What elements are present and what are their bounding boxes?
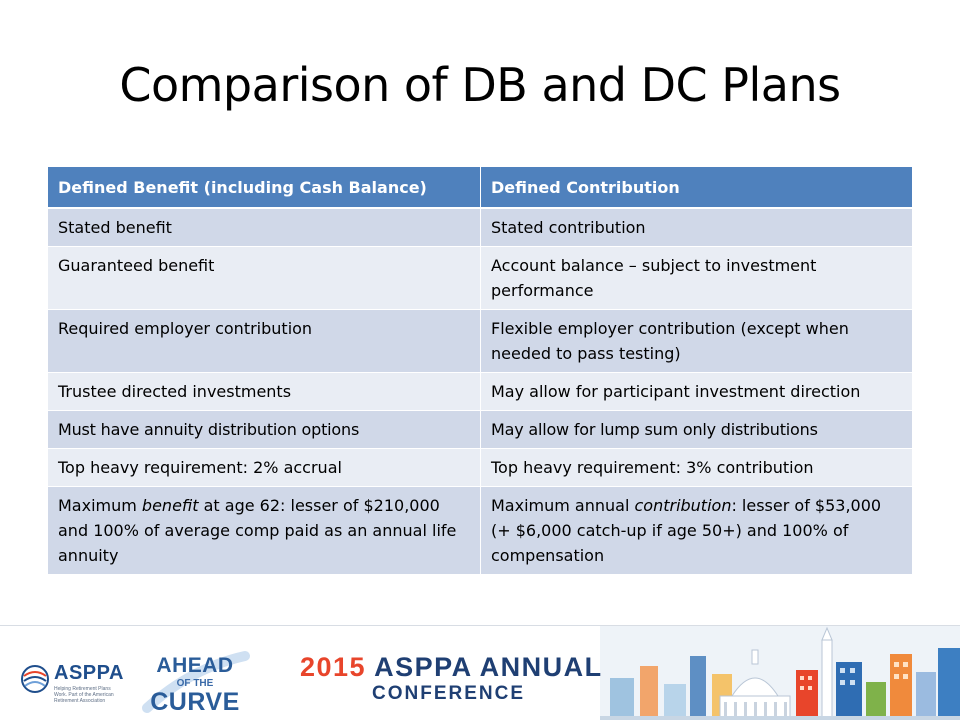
db-cell: Top heavy requirement: 2% accrual: [48, 449, 480, 487]
dc-cell: Stated contribution: [480, 209, 912, 247]
dc-cell: Account balance – subject to investment …: [480, 247, 912, 310]
header-defined-contribution: Defined Contribution: [480, 167, 912, 209]
dc-cell: Top heavy requirement: 3% contribution: [480, 449, 912, 487]
db-cell: Required employer contribution: [48, 310, 480, 373]
table-header-row: Defined Benefit (including Cash Balance)…: [48, 167, 912, 209]
table-row: Maximum benefit at age 62: lesser of $21…: [48, 487, 912, 575]
table-row: Guaranteed benefit Account balance – sub…: [48, 247, 912, 310]
dc-max-prefix: Maximum annual: [491, 496, 635, 515]
db-cell: Must have annuity distribution options: [48, 411, 480, 449]
comparison-table: Defined Benefit (including Cash Balance)…: [48, 167, 912, 575]
dc-cell: Maximum annual contribution: lesser of $…: [480, 487, 912, 575]
curve-swoosh-icon: [142, 651, 250, 713]
db-max-prefix: Maximum: [58, 496, 142, 515]
capitol-skyline-illustration: [600, 626, 960, 720]
ahead-logo-line1: AHEAD: [156, 654, 234, 677]
db-max-emphasis: benefit: [141, 496, 199, 515]
ahead-logo-line2: OF THE: [176, 678, 214, 689]
dc-cell: May allow for lump sum only distribution…: [480, 411, 912, 449]
slide-title: Comparison of DB and DC Plans: [119, 58, 841, 112]
dc-max-emphasis: contribution: [634, 496, 732, 515]
db-cell: Stated benefit: [48, 209, 480, 247]
ahead-of-the-curve-logo: AHEAD OF THE CURVE: [142, 648, 265, 720]
conference-footer-banner: ASPPA Helping Retirement Plans Work. Par…: [0, 625, 960, 720]
table-row: Top heavy requirement: 2% accrual Top he…: [48, 449, 912, 487]
table-row: Trustee directed investments May allow f…: [48, 373, 912, 411]
conference-title: 2015 ASPPA ANNUAL: [300, 652, 603, 683]
dc-max-suffix: : lesser of $53,000 (+ $6,000 catch-up i…: [491, 496, 882, 565]
db-cell: Maximum benefit at age 62: lesser of $21…: [48, 487, 480, 575]
table-row: Required employer contribution Flexible …: [48, 310, 912, 373]
ahead-logo-line3: CURVE: [150, 688, 240, 716]
table-row: Must have annuity distribution options M…: [48, 411, 912, 449]
db-cell: Trustee directed investments: [48, 373, 480, 411]
conference-year: 2015: [300, 652, 367, 682]
asppa-wordmark: ASPPA: [54, 662, 124, 684]
asppa-logo: ASPPA Helping Retirement Plans Work. Par…: [20, 662, 123, 704]
dc-cell: Flexible employer contribution (except w…: [480, 310, 912, 373]
header-defined-benefit: Defined Benefit (including Cash Balance): [48, 167, 480, 209]
conference-name: ASPPA ANNUAL: [374, 652, 603, 682]
db-max-suffix: at age 62: lesser of $210,000 and 100% o…: [58, 496, 457, 565]
conference-subtitle: CONFERENCE: [372, 683, 526, 704]
table-row: Stated benefit Stated contribution: [48, 209, 912, 247]
asppa-tagline: Helping Retirement Plans Work. Part of t…: [54, 686, 114, 704]
dc-cell: May allow for participant investment dir…: [480, 373, 912, 411]
db-cell: Guaranteed benefit: [48, 247, 480, 310]
asppa-globe-icon: [21, 665, 49, 693]
